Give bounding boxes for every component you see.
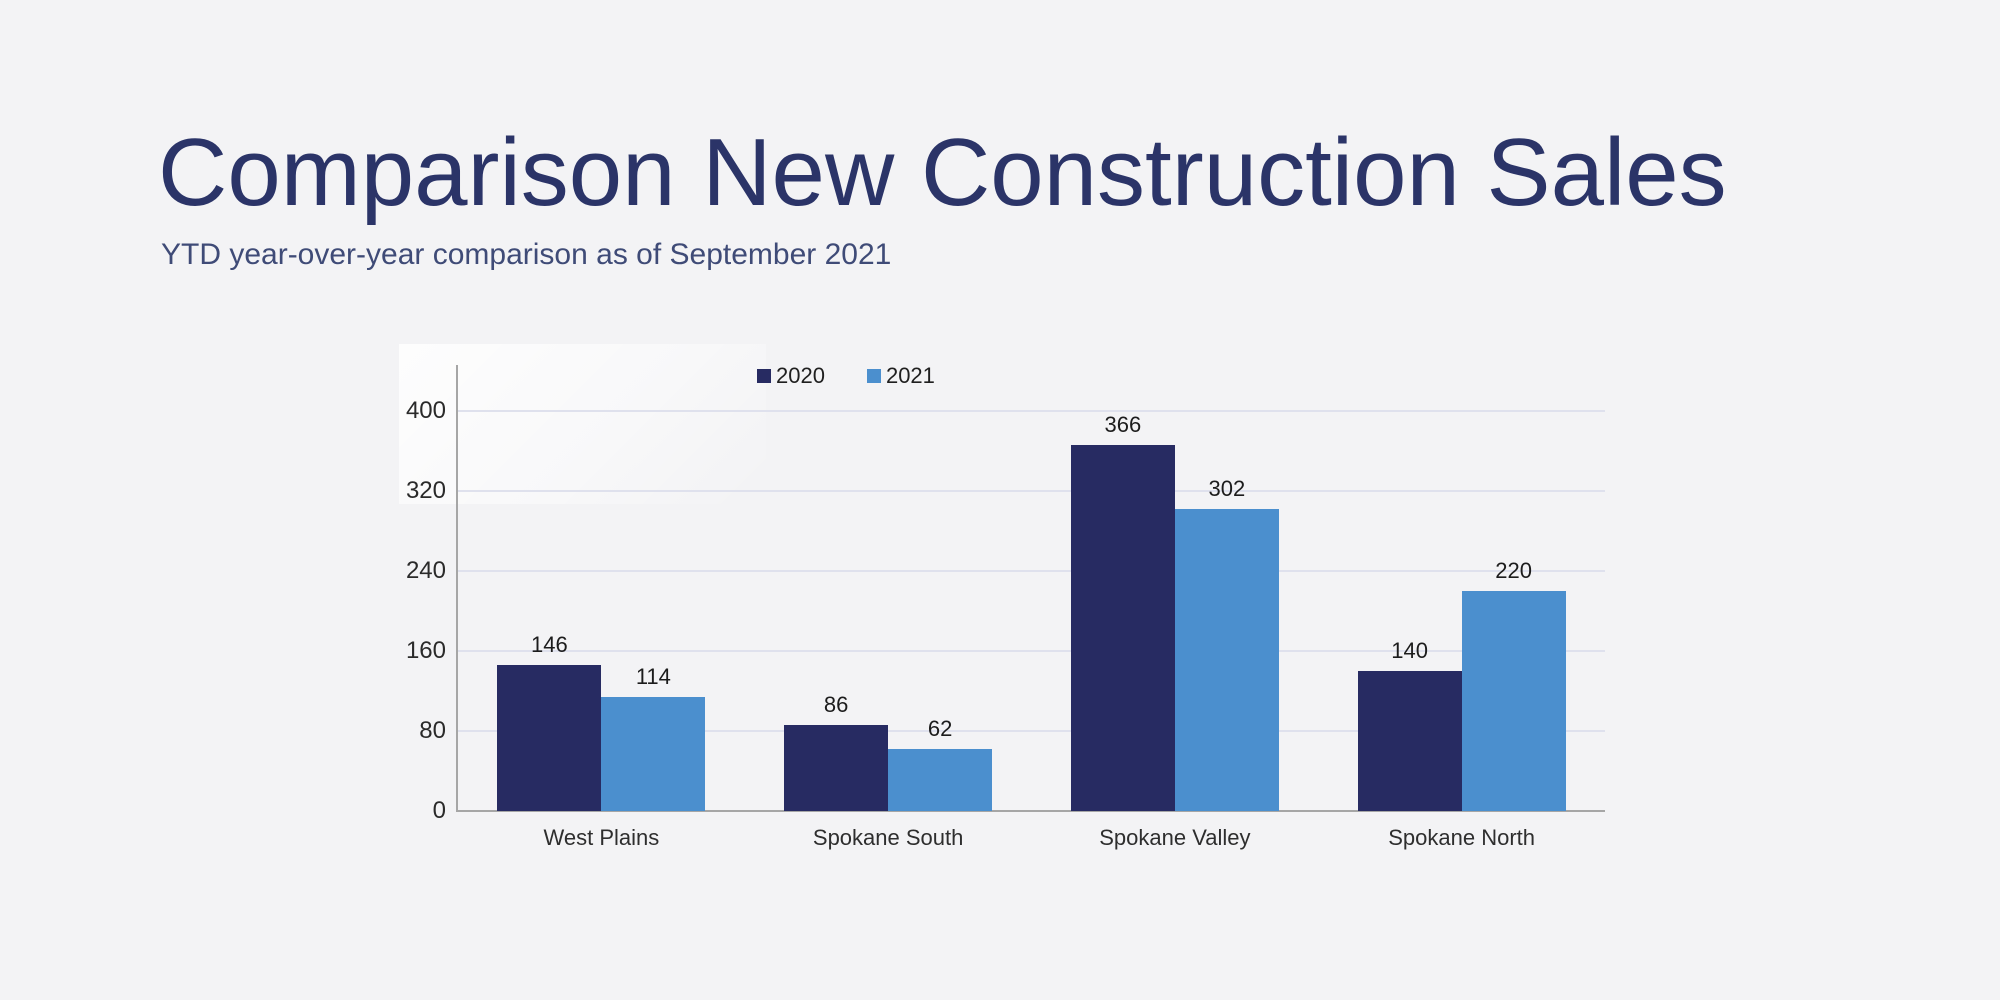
gridline-160 [458,650,1605,652]
bar-2020-1 [784,725,889,811]
y-tick-label: 400 [405,397,446,424]
bar-2020-0 [497,665,602,811]
y-tick-label: 320 [405,477,446,504]
bar-value-label: 86 [823,692,849,717]
legend-label: 2020 [776,363,825,388]
legend-swatch-icon [757,369,771,383]
legend-item-2021: 2021 [866,363,935,389]
bar-2020-2 [1070,445,1175,811]
category-label: West Plains [543,825,660,850]
legend-label: 2021 [885,363,935,388]
bar-value-label: 366 [1104,412,1142,437]
bar-value-label: 220 [1495,558,1532,583]
bar-2021-1 [888,749,993,811]
bar-value-label: 62 [927,716,953,741]
bar-value-label: 146 [531,632,568,657]
y-tick-label: 240 [405,557,446,584]
category-label: Spokane South [812,825,964,850]
bar-value-label: 114 [635,664,671,689]
x-axis-line [456,810,1605,812]
legend-swatch-icon [866,369,881,383]
y-tick-label: 0 [432,797,446,824]
page-title: Comparison New Construction Sales [158,119,1727,226]
y-axis-line [456,365,458,811]
legend-item-2020: 2020 [757,363,825,389]
gridline-240 [458,570,1605,572]
bar-2021-2 [1174,509,1279,811]
bar-2020-3 [1357,671,1462,811]
category-label: Spokane Valley [1099,825,1251,850]
bar-2021-0 [601,697,706,811]
bar-2021-3 [1461,591,1566,811]
bar-value-label: 140 [1391,638,1428,663]
highlight-panel [399,344,766,504]
page-subtitle: YTD year-over-year comparison as of Sept… [161,238,892,271]
chart-legend: 2020 2021 [757,363,935,389]
bar-value-label: 302 [1208,476,1246,501]
category-label: Spokane North [1388,825,1535,850]
gridline-320 [458,490,1605,492]
gridline-80 [458,730,1605,732]
y-tick-label: 80 [419,717,446,744]
gridline-400 [458,410,1605,412]
y-tick-label: 160 [405,637,446,664]
